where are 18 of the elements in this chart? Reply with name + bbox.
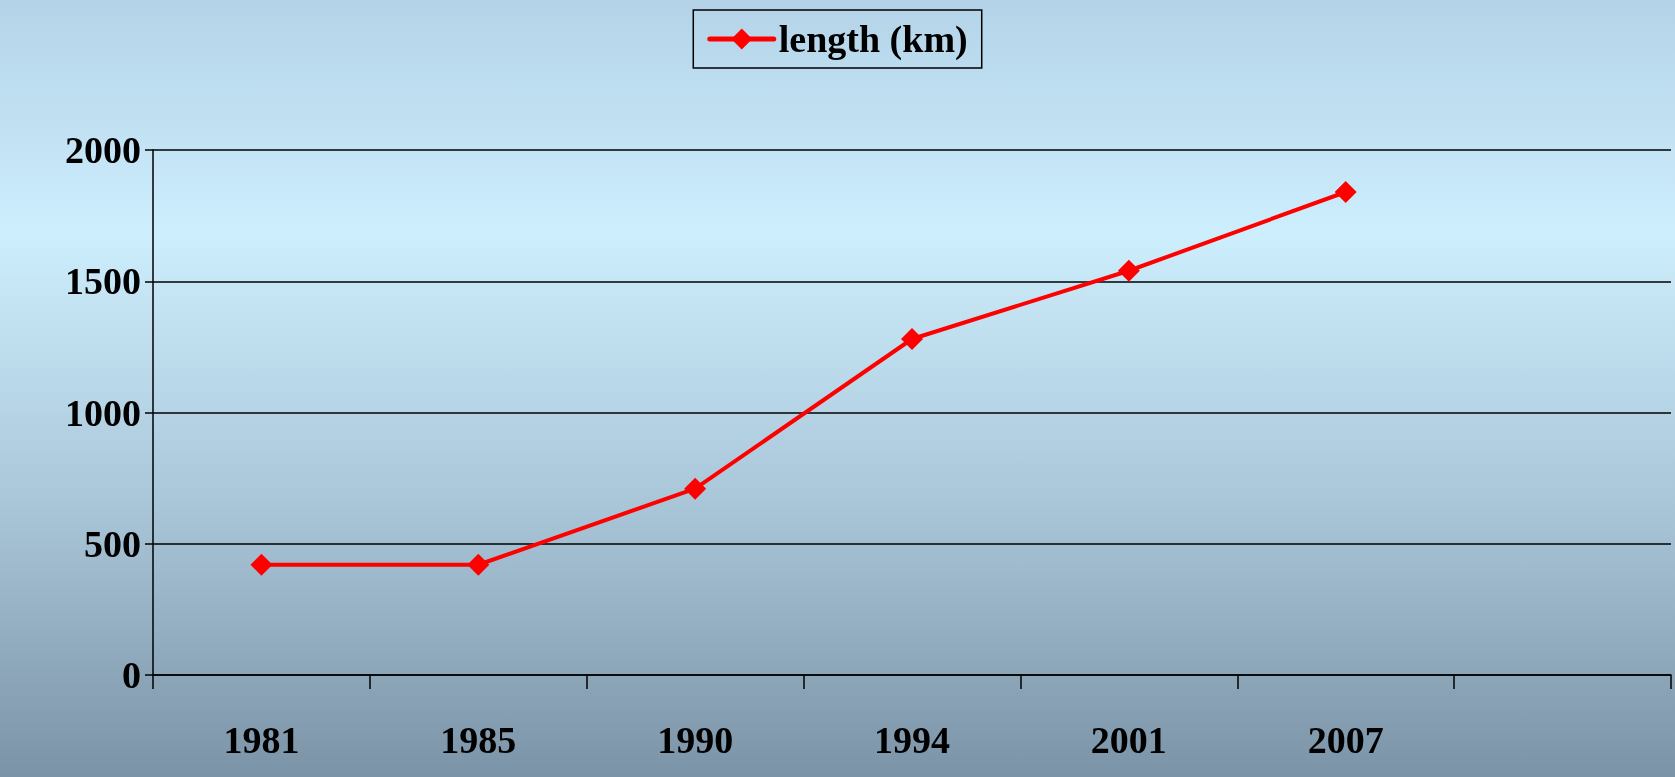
legend-label: length (km) [778,18,968,61]
y-tick-label: 500 [84,522,141,565]
x-tick-label: 2001 [1090,719,1167,761]
point [1117,259,1140,282]
y-tick-label: 1500 [65,260,141,303]
point [467,553,490,576]
point [901,328,923,350]
x-tick-label: 1994 [874,719,950,761]
y-tick-label: 0 [122,654,141,696]
y-tick-label: 2000 [65,129,141,171]
x-tick-label: 1990 [657,719,734,761]
x-tick-label: 1985 [440,719,517,761]
point [684,477,707,500]
x-tick-label: 2007 [1307,719,1384,761]
point [250,553,273,576]
y-tick-label: 1000 [65,391,141,434]
point [1334,181,1357,203]
x-tick-label: 1981 [223,719,300,761]
